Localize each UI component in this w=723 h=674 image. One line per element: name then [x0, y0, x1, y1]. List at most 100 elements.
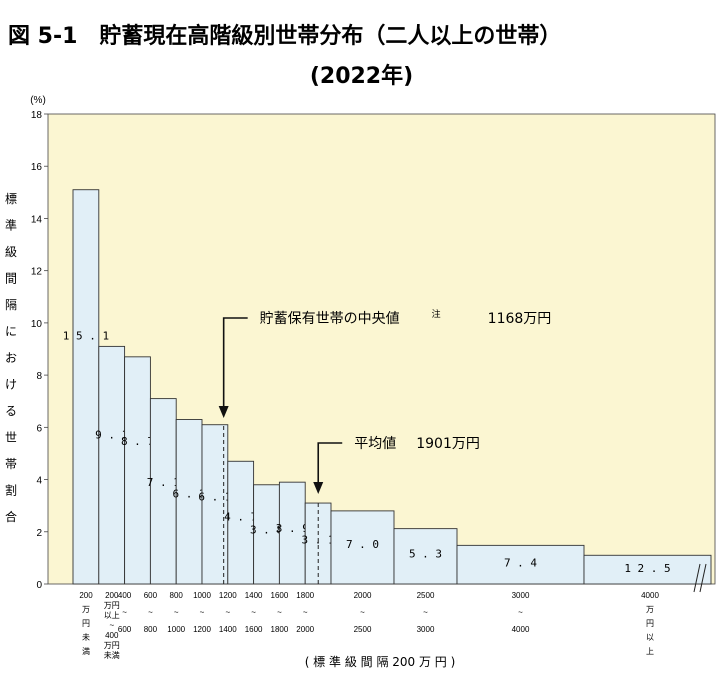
y-axis-label-char: に: [5, 325, 17, 339]
y-axis-label-char: 帯: [5, 457, 17, 471]
x-category-label: 1000: [193, 591, 211, 600]
x-category-label: ~: [148, 608, 153, 617]
x-category-label: ~: [277, 608, 282, 617]
bar-value-label: 6 . 3: [173, 488, 206, 501]
bar-value-label: 7 . 4: [504, 557, 537, 570]
x-category-label: 上: [646, 647, 654, 656]
x-category-label: 1000: [167, 625, 185, 634]
y-axis-label-char: 間: [5, 272, 17, 286]
median-note: 注: [432, 308, 441, 320]
x-category-label: ~: [174, 608, 179, 617]
y-axis-label-char: 隔: [5, 298, 17, 312]
bar-value-label: 9 . 1: [95, 428, 128, 441]
x-category-label: ~: [423, 608, 428, 617]
histogram-bar: [456, 544, 585, 585]
y-tick-label: 16: [31, 162, 43, 173]
x-category-label: 万: [82, 605, 90, 614]
x-category-label: 1600: [245, 625, 263, 634]
median-arrow-line: [222, 317, 248, 410]
x-category-label: 1400: [219, 625, 237, 634]
mean-arrow-line: [317, 442, 343, 486]
y-tick-label: 6: [36, 423, 42, 434]
bar-value-label: 7 . 1: [147, 476, 180, 489]
bar-value-label: 8 . 7: [121, 435, 154, 448]
median-arrowhead: [218, 406, 229, 418]
x-category-label: 1800: [271, 625, 289, 634]
x-category-label: 200: [79, 591, 93, 600]
x-category-label: 800: [144, 625, 158, 634]
histogram-bar: [304, 502, 332, 585]
histogram-bar: [583, 554, 712, 585]
x-category-label: 400: [105, 631, 119, 640]
median-amount: 1168万円: [488, 311, 552, 327]
bar-value-label: 7 . 0: [346, 538, 379, 551]
chart-subtitle: (2022年): [309, 64, 414, 89]
bar-value-label: 6 . 1: [198, 490, 231, 503]
x-category-label: ~: [109, 621, 114, 630]
y-axis-label-char: 世: [5, 431, 17, 445]
y-tick-label: 10: [31, 319, 43, 330]
y-tick-label: 4: [36, 476, 42, 487]
y-axis-label-char: 級: [5, 245, 17, 259]
x-category-label: 以: [646, 633, 654, 642]
y-axis-label-char: 準: [5, 218, 17, 233]
axis-break-mark: [693, 563, 701, 593]
bar-value-label: 3 . 9: [276, 522, 309, 535]
bar-value-label: 1 5 . 1: [63, 330, 109, 343]
x-category-label: ~: [122, 608, 127, 617]
bar-value-label: 3 . 8: [250, 523, 283, 536]
y-axis-label-char: 標: [5, 192, 17, 206]
y-axis-label-char: お: [5, 351, 17, 365]
mean-arrowhead: [313, 482, 324, 494]
x-category-label: 600: [144, 591, 158, 600]
mean-amount: 1901万円: [416, 436, 480, 452]
x-category-label: 800: [170, 591, 184, 600]
x-category-label: 3000: [417, 625, 435, 634]
x-category-label: ~: [251, 608, 256, 617]
x-category-label: 万: [646, 605, 654, 614]
x-category-label: 4000: [512, 625, 530, 634]
x-category-label: 満: [82, 647, 90, 656]
median-label: 貯蓄保有世帯の中央値: [260, 311, 400, 327]
y-axis-label-char: 割: [5, 483, 17, 498]
y-tick-label: 14: [31, 214, 43, 225]
y-unit-label: (%): [30, 95, 46, 106]
x-category-label: 4000: [641, 591, 659, 600]
axis-break-mark: [699, 563, 707, 593]
x-category-label: 1200: [193, 625, 211, 634]
x-category-label: 未満: [104, 650, 120, 660]
y-tick-label: 18: [31, 110, 43, 121]
x-category-label: ~: [518, 608, 523, 617]
bar-value-label: 1 2 . 5: [624, 562, 670, 575]
x-category-label: ~: [360, 608, 365, 617]
x-category-label: 1800: [296, 591, 314, 600]
x-category-label: 2500: [354, 625, 372, 634]
histogram-bar: [149, 398, 177, 585]
histogram-bar: [124, 356, 151, 585]
x-category-label: 200: [105, 591, 119, 600]
y-tick-label: 12: [31, 267, 43, 278]
x-category-label: 1600: [271, 591, 289, 600]
histogram-bar: [175, 419, 203, 585]
x-category-label: 2500: [417, 591, 435, 600]
x-category-label: 万円: [104, 601, 120, 610]
histogram-bar: [227, 460, 255, 585]
y-tick-label: 0: [36, 580, 42, 591]
histogram-bar: [278, 481, 306, 585]
mean-label: 平均値: [354, 436, 396, 452]
histogram-bar: [393, 528, 458, 585]
x-category-label: 未: [82, 632, 90, 642]
bar-value-label: 5 . 3: [409, 548, 442, 561]
x-axis-label: ( 標 準 級 間 隔 200 万 円 ): [305, 654, 456, 669]
x-category-label: 以上: [104, 611, 120, 620]
histogram-bar: [98, 345, 126, 585]
bar-value-label: 4 . 7: [224, 511, 257, 524]
x-category-label: 2000: [296, 625, 314, 634]
x-category-label: 400: [118, 591, 132, 600]
x-category-label: ~: [225, 608, 230, 617]
y-tick-label: 8: [36, 371, 42, 382]
chart-title: 図 5-1 貯蓄現在高階級別世帯分布（二人以上の世帯）: [8, 24, 562, 49]
x-category-label: ~: [200, 608, 205, 617]
y-axis-label-char: け: [5, 378, 17, 392]
x-category-label: 万円: [104, 641, 120, 650]
